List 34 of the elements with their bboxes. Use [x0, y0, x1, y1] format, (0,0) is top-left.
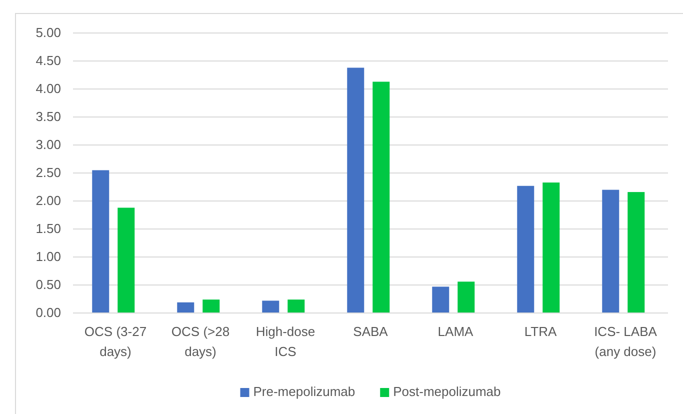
x-tick-label: ICS- LABA (any dose)	[594, 324, 658, 359]
bar	[262, 300, 280, 313]
bar	[432, 286, 450, 313]
y-tick-label: 1.00	[36, 249, 61, 264]
y-tick-label: 0.00	[36, 305, 61, 320]
x-tick-label: High-dose ICS	[256, 324, 316, 359]
bar	[542, 182, 560, 313]
y-tick-label: 4.50	[36, 53, 61, 68]
x-tick-label: LAMA	[438, 324, 474, 339]
bar	[347, 68, 364, 313]
y-tick-label: 2.50	[36, 165, 61, 180]
x-tick-label: SABA	[353, 324, 388, 339]
y-tick-label: 2.00	[36, 193, 61, 208]
y-tick-label: 3.00	[36, 137, 61, 152]
bar	[602, 190, 620, 313]
x-tick-label: OCS (>28 days)	[171, 324, 230, 359]
bar	[517, 186, 534, 313]
x-tick-label: OCS (3-27 days)	[84, 324, 147, 359]
legend-label: Pre-mepolizumab	[253, 384, 356, 399]
y-tick-label: 1.50	[36, 221, 61, 236]
y-tick-label: 5.00	[36, 25, 61, 40]
y-tick-label: 0.50	[36, 277, 61, 292]
bar	[458, 282, 475, 313]
x-tick-label: LTRA	[524, 324, 557, 339]
bar	[202, 300, 220, 313]
bar	[288, 300, 305, 313]
bar	[372, 82, 390, 313]
bar	[118, 208, 135, 313]
y-tick-label: 3.50	[36, 109, 61, 124]
bar	[628, 192, 645, 313]
legend-label: Post-mepolizumab	[393, 384, 501, 399]
bar	[92, 170, 110, 313]
bar	[177, 302, 194, 313]
y-tick-label: 4.00	[36, 81, 61, 96]
